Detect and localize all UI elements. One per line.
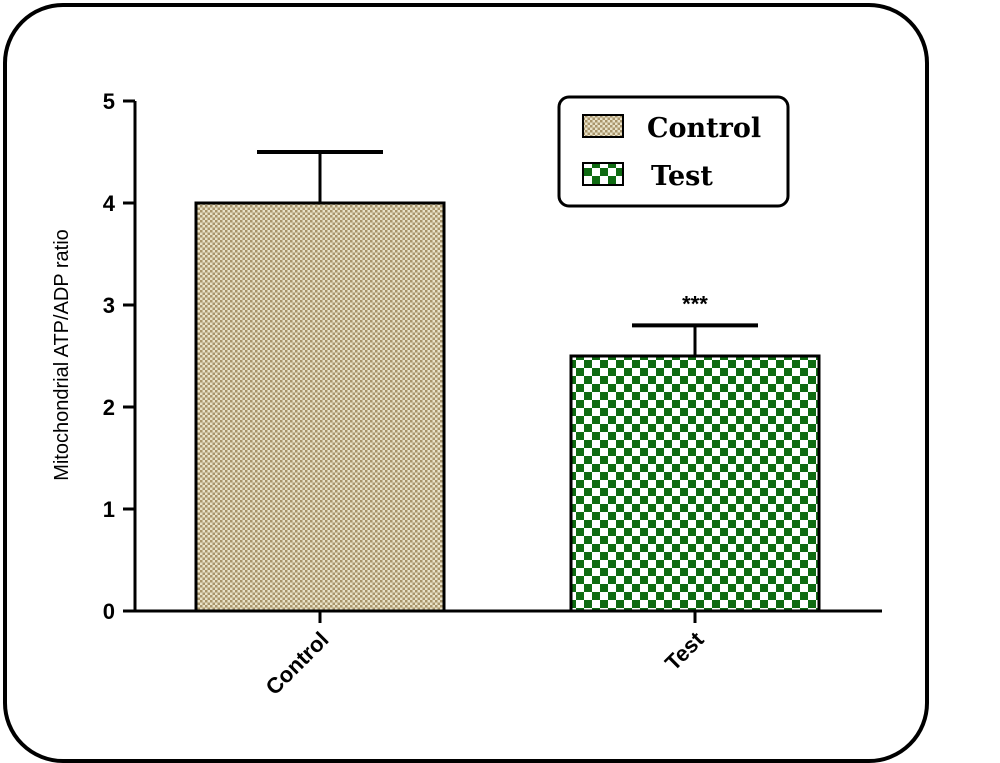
- x-axis: Control Test: [135, 609, 882, 700]
- y-tick-label: 5: [103, 89, 115, 114]
- significance-annotation: ***: [682, 291, 708, 316]
- y-tick-label: 0: [103, 599, 115, 624]
- legend-swatch-control: [582, 114, 624, 138]
- y-axis: 0 1 2 3 4 5: [103, 89, 137, 624]
- legend: Control Test: [557, 95, 790, 208]
- y-tick-label: 3: [103, 293, 115, 318]
- y-axis-label: Mitochondrial ATP/ADP ratio: [51, 229, 73, 481]
- legend-label-control: Control: [647, 113, 761, 144]
- legend-label-test: Test: [651, 161, 713, 192]
- legend-swatch-test: [582, 162, 624, 186]
- bar-test: [569, 354, 821, 613]
- x-tick-label-control: Control: [261, 627, 334, 700]
- bars-group: ***: [194, 150, 821, 613]
- y-tick-label: 2: [103, 395, 115, 420]
- y-tick-label: 4: [103, 191, 116, 216]
- x-tick-label-test: Test: [660, 626, 709, 675]
- bar-chart: Mitochondrial ATP/ADP ratio *** 0 1 2 3 4 5 C…: [51, 89, 882, 700]
- bar-control: [194, 201, 446, 613]
- y-tick-label: 1: [103, 497, 115, 522]
